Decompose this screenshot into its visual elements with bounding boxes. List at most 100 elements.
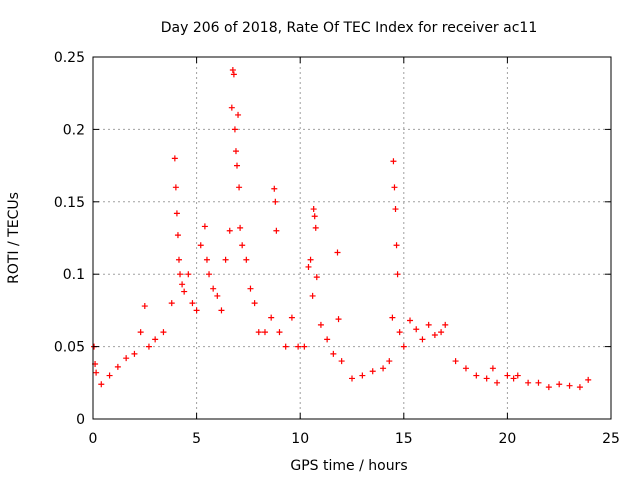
scatter-point: [145, 343, 152, 350]
scatter-point: [131, 350, 138, 357]
scatter-point: [137, 329, 144, 336]
scatter-point: [152, 336, 159, 343]
scatter-point: [179, 281, 186, 288]
scatter-point: [214, 292, 221, 299]
scatter-point: [203, 256, 210, 263]
chart-title: Day 206 of 2018, Rate Of TEC Index for r…: [161, 20, 537, 36]
scatter-point: [251, 300, 258, 307]
scatter-point: [173, 210, 180, 217]
scatter-point: [335, 316, 342, 323]
x-tick-label: 10: [291, 431, 309, 447]
scatter-point: [489, 365, 496, 372]
scatter-point: [236, 184, 243, 191]
scatter-point: [312, 224, 319, 231]
scatter-point: [393, 242, 400, 249]
scatter-point: [431, 332, 438, 339]
x-tick-label: 5: [192, 431, 201, 447]
scatter-point: [494, 379, 501, 386]
scatter-point: [390, 158, 397, 165]
scatter-point: [175, 256, 182, 263]
scatter-point: [317, 321, 324, 328]
scatter-point: [261, 329, 268, 336]
x-tick-label: 20: [498, 431, 516, 447]
scatter-point: [228, 104, 235, 111]
scatter-point: [380, 365, 387, 372]
scatter-point: [172, 184, 179, 191]
scatter-point: [243, 256, 250, 263]
scatter-point: [301, 343, 308, 350]
scatter-point: [576, 384, 583, 391]
scatter-point: [185, 271, 192, 278]
scatter-point: [386, 358, 393, 365]
scatter-point: [334, 249, 341, 256]
scatter-point: [307, 256, 314, 263]
scatter-point: [338, 358, 345, 365]
scatter-point: [349, 375, 355, 382]
scatter-point: [566, 382, 573, 389]
scatter-point: [391, 184, 398, 191]
scatter-point: [201, 223, 208, 230]
scatter-point: [276, 329, 283, 336]
scatter-point: [295, 343, 302, 350]
scatter-point: [359, 372, 366, 379]
scatter-point: [229, 67, 236, 74]
scatter-point: [98, 381, 105, 388]
scatter-point: [369, 368, 376, 375]
y-axis-label: ROTI / TECUs: [6, 192, 22, 284]
scatter-point: [226, 227, 233, 234]
scatter-point: [189, 300, 196, 307]
scatter-point: [181, 288, 188, 295]
scatter-point: [585, 376, 592, 383]
x-tick-label: 15: [395, 431, 413, 447]
scatter-point: [255, 329, 262, 336]
scatter-point: [525, 379, 532, 386]
scatter-point: [288, 314, 295, 321]
scatter-point: [177, 271, 184, 278]
scatter-point: [237, 224, 244, 231]
scatter-point: [93, 369, 100, 376]
scatter-point: [232, 148, 239, 155]
scatter-point: [556, 381, 563, 388]
scatter-point: [123, 355, 130, 362]
scatter-point: [309, 292, 316, 299]
scatter-point: [141, 303, 148, 310]
scatter-point: [483, 375, 490, 382]
scatter-point: [389, 314, 396, 321]
scatter-point: [311, 213, 318, 220]
scatter-point: [197, 242, 204, 249]
scatter-point: [394, 271, 401, 278]
scatter-point: [504, 372, 511, 379]
scatter-point: [514, 372, 521, 379]
scatter-point: [231, 126, 238, 133]
scatter-point: [272, 198, 279, 205]
scatter-point: [438, 329, 445, 336]
scatter-point: [462, 365, 469, 372]
scatter-point: [310, 206, 317, 213]
scatter-point: [222, 256, 229, 263]
scatter-point: [193, 307, 200, 314]
scatter-point: [268, 314, 275, 321]
scatter-point: [273, 227, 280, 234]
axis-ticks: 0 5 10 15 20 25 0 0.05 0.1 0.15 0.2 0.25: [54, 50, 620, 447]
scatter-point: [442, 321, 449, 328]
scatter-point: [234, 162, 241, 169]
scatter-point: [396, 329, 403, 336]
plot-frame: [92, 56, 612, 420]
scatter-point: [271, 185, 278, 192]
scatter-point: [235, 111, 242, 118]
scatter-point: [425, 321, 432, 328]
scatter-point: [282, 343, 289, 350]
scatter-point: [218, 307, 225, 314]
x-tick-label: 0: [89, 431, 98, 447]
scatter-point: [413, 326, 420, 333]
scatter-point: [230, 71, 237, 78]
scatter-point: [392, 206, 399, 213]
scatter-point: [407, 317, 414, 324]
y-tick-label: 0.1: [63, 267, 85, 283]
scatter-points: [91, 67, 592, 391]
scatter-point: [313, 274, 320, 281]
scatter-point: [330, 350, 337, 357]
scatter-point: [247, 285, 254, 292]
scatter-point: [239, 242, 246, 249]
